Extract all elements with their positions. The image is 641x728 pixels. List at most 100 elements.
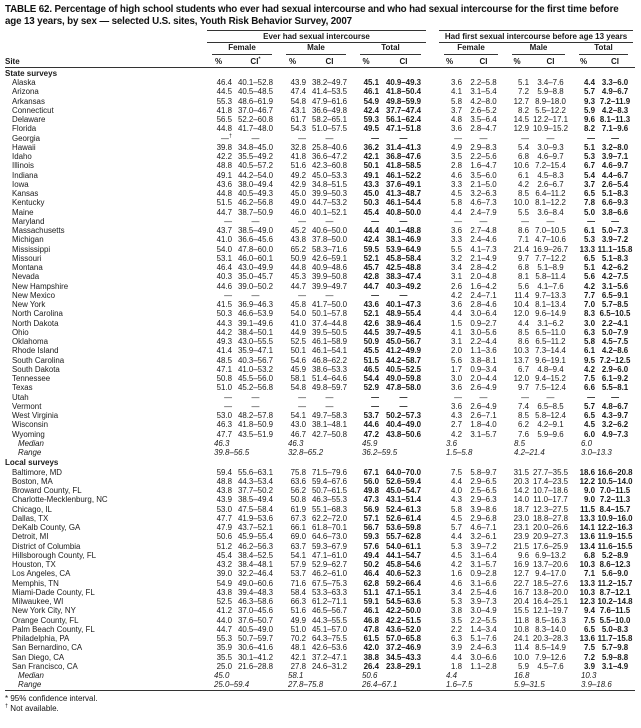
value-cell: 8.5 [518,411,529,421]
value-cell: 4.2–7.5 [601,272,629,282]
table-row: Vermont — — — — — — 3.6 2.6–4.9 7.4 6.5–8.5 5.7 4.8–… [5,402,635,411]
value-cell: 12.7 [513,96,529,106]
table-title: TABLE 62. Percentage of high school stud… [5,4,619,27]
value-cell: 3.1–5.7 [470,429,497,439]
value-cell: 54.8 [290,96,306,106]
value-cell: — [479,392,488,402]
value-cell: 8.5 [514,438,525,448]
site-cell: Memphis, TN [12,578,59,588]
value-cell: 5.7–9.8 [601,643,629,653]
value-cell: 4.1 [451,87,462,97]
value-cell: 3.6 [451,401,462,411]
value-cell: 4.2–9.1 [537,420,564,430]
value-cell: 37.2–46.9 [385,643,422,653]
site-cell: Illinois [12,161,34,171]
value-cell: 2.4–7.9 [470,207,497,217]
value-cell: 4.5 [451,513,462,523]
value-cell: 3.9 [584,661,595,671]
value-cell: 20.3 [513,476,529,486]
value-cell: 54.1 [290,411,306,421]
value-cell: 7.8 [584,198,595,208]
value-cell: 36.6–49.8 [311,105,348,115]
value-cell: 3.1–6.4 [470,550,497,560]
value-cell: 46.4 [363,569,379,579]
value-cell: 6.2 [518,420,529,430]
site-cell: Montana [12,263,43,273]
site-cell: Missouri [12,253,42,263]
column-header: CI [379,54,428,68]
value-cell: — [371,133,379,143]
value-cell: 40.5–48.5 [237,87,274,97]
value-cell: 40.1–52.1 [311,207,348,217]
value-cell: 44.4 [363,226,379,236]
value-cell: 1.8–4.0 [470,420,497,430]
site-cell: Kansas [12,189,39,199]
value-cell: 5.9 [584,105,595,115]
value-cell: 4.6–9.7 [537,152,564,162]
site-cell: Arizona [12,87,39,97]
value-cell: 43.8–50.6 [385,429,422,439]
value-cell: 44.5 [363,327,379,337]
group-gap [428,448,437,457]
value-cell: 42.5–48.8 [385,263,422,273]
group-gap [428,346,437,355]
value-cell: 3.6 [451,300,462,310]
value-cell: 37.2–47.1 [311,652,348,662]
value-cell: 6.0 [584,429,595,439]
value-cell: 10.2–14.8 [597,597,633,607]
value-cell: 20.4 [513,597,529,607]
value-cell: 5.9–9.6 [537,429,564,439]
value-cell: 3.0–6.6 [470,652,497,662]
value-cell: 2.5–6.5 [470,486,497,496]
group-gap [428,337,437,346]
value-cell: 38.5–49.4 [237,495,274,505]
value-cell: 4.5–7.5 [601,337,629,347]
value-cell: 63.6 [290,476,306,486]
table-row: Connecticut 41.8 37.0–46.7 43.1 36.6–49.8 42.… [5,106,635,115]
value-cell: 38.0–49.4 [237,179,274,189]
value-cell: — [454,133,462,143]
value-cell: 3.2–6.3 [470,189,497,199]
value-cell: 45.0–53.3 [311,170,348,180]
site-cell: Broward County, FL [12,486,82,496]
value-cell: 4.6–7.1 [470,523,497,533]
table-row: Memphis, TN 54.9 49.0–60.6 71.6 67.5–75.3 62.… [5,579,635,588]
value-cell: 1.4–3.4 [470,624,497,634]
value-cell: 45.8–58.4 [385,253,422,263]
value-cell: 16.6–20.8 [597,467,633,477]
value-cell: 2.2–4.1 [601,318,629,328]
column-header: % [205,54,232,68]
value-cell: 47.9–61.6 [311,96,348,106]
value-cell: 6.8 [584,550,595,560]
value-cell: 36.9–46.3 [237,300,274,310]
value-cell: 32.8 [290,142,306,152]
value-cell: 51.0 [216,383,232,393]
value-cell: 4.4 [446,671,457,681]
site-cell: Baltimore, MD [12,467,62,477]
site-cell: Alaska [12,78,36,88]
value-cell: 4.2–8.0 [470,96,497,106]
value-cell: 4.9–7.3 [601,429,629,439]
value-cell: 14.0 [513,495,529,505]
value-cell: 43.8 [216,587,232,597]
value-cell: 46.1–58.9 [311,337,348,347]
group-gap [428,551,437,560]
value-cell: 6.5–8.5 [537,401,564,411]
table-row: Maine 44.7 38.7–50.9 46.0 40.1–52.1 45.4 40.8–… [5,208,635,217]
table-row: Wyoming 47.7 43.5–51.9 46.7 42.7–50.8 47.2 43.… [5,430,635,439]
value-cell: 40.5–57.2 [237,161,274,171]
value-cell: 25.0–59.4 [214,680,250,690]
column-header: % [279,54,306,68]
value-cell: 39.7–49.5 [385,327,422,337]
value-cell: 4.8 [451,115,462,125]
value-cell: 5.7 [584,401,595,411]
value-cell: 6.5–10.5 [599,309,631,319]
value-cell: 2.6–7.1 [470,411,497,421]
group-gap [428,542,437,551]
value-cell: 8.9–18.0 [535,96,566,106]
value-cell: 49.8–59.9 [385,96,422,106]
value-cell: — [251,290,260,300]
site-cell: Palm Beach County, FL [12,624,95,634]
value-cell: — [399,216,408,226]
value-cell: 45.0–54.7 [385,486,422,496]
